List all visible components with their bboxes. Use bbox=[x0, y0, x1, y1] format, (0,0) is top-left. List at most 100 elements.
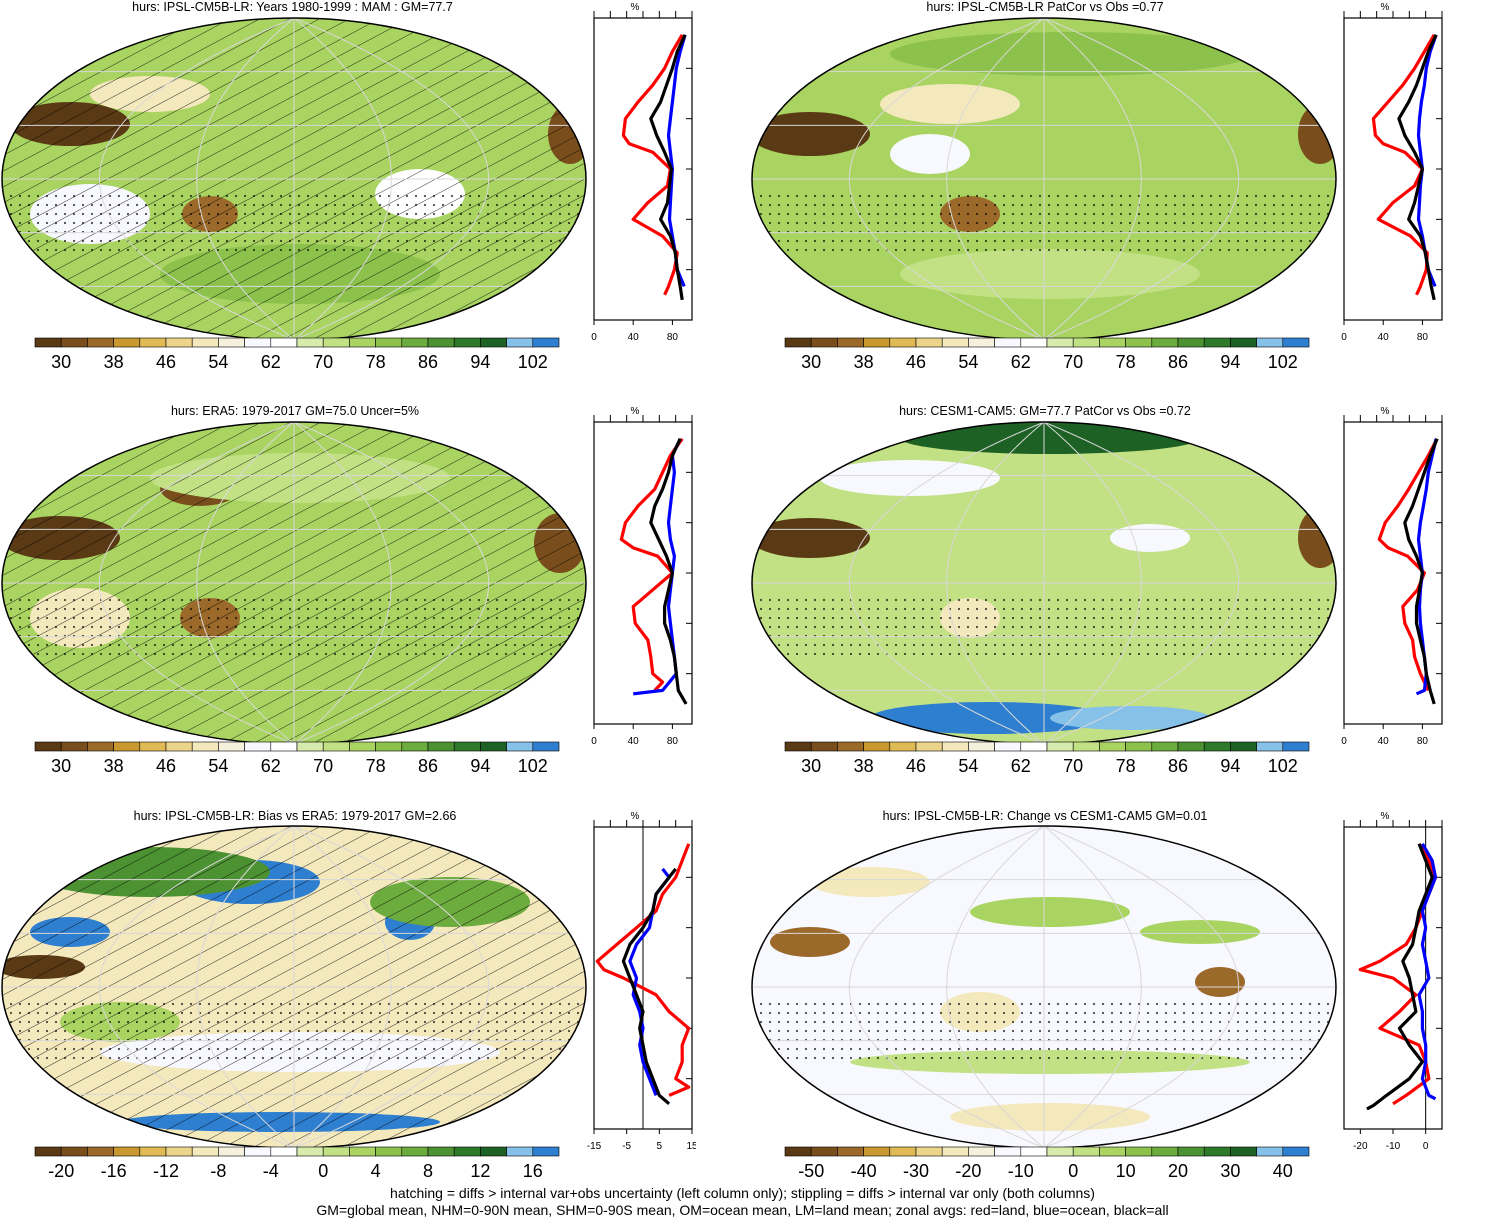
colorbar-swatch bbox=[506, 1146, 534, 1157]
colorbar-swatch bbox=[915, 1146, 943, 1157]
colorbar-tick-label: 78 bbox=[366, 352, 386, 372]
colorbar-tick-label: 4 bbox=[371, 1161, 381, 1181]
colorbar-swatch bbox=[1151, 1146, 1179, 1157]
profile-x-tick-label: 40 bbox=[628, 332, 640, 343]
colorbar-tick-label: 8 bbox=[423, 1161, 433, 1181]
zonal-profile-plot: %0408060N30N030S60S bbox=[1341, 2, 1443, 343]
colorbar-swatch bbox=[453, 1146, 481, 1157]
colorbar-swatch bbox=[375, 1146, 403, 1157]
colorbar-tick-label: 30 bbox=[51, 352, 71, 372]
panel-title: hurs: IPSL-CM5B-LR: Change vs CESM1-CAM5… bbox=[882, 809, 1208, 823]
colorbar-swatch bbox=[1099, 1146, 1126, 1157]
colorbar-tick-label: 70 bbox=[1063, 352, 1083, 372]
colorbar-tick-label: 30 bbox=[1220, 1161, 1240, 1181]
map-region bbox=[880, 84, 1020, 124]
colorbar-tick-label: 54 bbox=[208, 352, 228, 372]
profile-x-tick-label: -10 bbox=[1386, 1141, 1401, 1152]
colorbar-tick-label: 0 bbox=[318, 1161, 328, 1181]
colorbar-swatch bbox=[480, 741, 507, 752]
colorbar-swatch bbox=[322, 1146, 350, 1157]
map-region bbox=[1050, 706, 1210, 730]
profile-x-tick-label: 0 bbox=[1341, 332, 1347, 343]
colorbar-swatch bbox=[270, 741, 298, 752]
colorbar-swatch bbox=[532, 1146, 560, 1157]
colorbar-swatch bbox=[113, 1146, 141, 1157]
colorbar-swatch bbox=[401, 741, 429, 752]
colorbar-tick-label: 46 bbox=[156, 352, 176, 372]
colorbar-tick-label: 20 bbox=[1168, 1161, 1188, 1181]
colorbar-tick-label: 86 bbox=[1168, 756, 1188, 776]
colorbar-swatch bbox=[165, 337, 193, 348]
colorbar-swatch bbox=[889, 741, 917, 752]
colorbar-swatch bbox=[244, 741, 272, 752]
map-region bbox=[820, 460, 1000, 496]
profile-x-tick-label: 80 bbox=[1417, 332, 1429, 343]
colorbar-swatch bbox=[296, 1146, 324, 1157]
colorbar-tick-label: -8 bbox=[210, 1161, 226, 1181]
colorbar-swatch bbox=[349, 1146, 376, 1157]
profile-x-tick-label: 0 bbox=[591, 332, 597, 343]
colorbar-tick-label: 46 bbox=[156, 756, 176, 776]
profile-unit-label: % bbox=[631, 406, 640, 417]
colorbar-swatch bbox=[1099, 337, 1126, 348]
colorbar-swatch bbox=[34, 337, 62, 348]
colorbar-swatch bbox=[1125, 1146, 1153, 1157]
colorbar-swatch bbox=[837, 741, 864, 752]
colorbar-tick-label: 12 bbox=[470, 1161, 490, 1181]
colorbar-tick-label: -50 bbox=[798, 1161, 824, 1181]
colorbar-swatch bbox=[322, 337, 350, 348]
colorbar-swatch bbox=[453, 741, 481, 752]
colorbar-swatch bbox=[1203, 1146, 1231, 1157]
colorbar-tick-label: -20 bbox=[955, 1161, 981, 1181]
profile-line-land bbox=[595, 843, 691, 1097]
colorbar-swatch bbox=[994, 1146, 1022, 1157]
colorbar-tick-label: 38 bbox=[104, 352, 124, 372]
colorbar-swatch bbox=[863, 337, 891, 348]
colorbar-tick-label: 86 bbox=[418, 756, 438, 776]
colorbar-tick-label: -40 bbox=[851, 1161, 877, 1181]
colorbar-tick-label: 62 bbox=[1011, 352, 1031, 372]
colorbar-swatch bbox=[322, 741, 350, 752]
colorbar-swatch bbox=[1125, 337, 1153, 348]
colorbar-swatch bbox=[349, 741, 376, 752]
colorbar-swatch bbox=[1256, 741, 1284, 752]
map bbox=[751, 421, 1337, 745]
zonal-profile-plot: %0408060N30N030S60S bbox=[1341, 406, 1443, 747]
profile-x-tick-label: 40 bbox=[628, 736, 640, 747]
footer-note-abbreviations: GM=global mean, NHM=0-90N mean, SHM=0-90… bbox=[316, 1202, 1169, 1218]
colorbar-swatch bbox=[1203, 741, 1231, 752]
colorbar-swatch bbox=[1099, 741, 1126, 752]
colorbar-swatch bbox=[34, 741, 62, 752]
colorbar-tick-label: 78 bbox=[1116, 756, 1136, 776]
colorbar-swatch bbox=[218, 1146, 245, 1157]
colorbar-swatch bbox=[941, 741, 969, 752]
colorbar-swatch bbox=[349, 337, 376, 348]
colorbar-swatch bbox=[1230, 1146, 1257, 1157]
colorbar-swatch bbox=[427, 741, 455, 752]
colorbar-tick-label: 70 bbox=[313, 756, 333, 776]
colorbar-swatch bbox=[427, 337, 455, 348]
colorbar-swatch bbox=[427, 1146, 455, 1157]
colorbar-swatch bbox=[296, 741, 324, 752]
colorbar: -20-16-12-8-4048121620 bbox=[34, 1146, 560, 1181]
profile-line-all bbox=[1397, 34, 1438, 301]
colorbar-swatch bbox=[87, 741, 114, 752]
map bbox=[751, 825, 1337, 1149]
colorbar-tick-label: 46 bbox=[906, 352, 926, 372]
colorbar-tick-label: 38 bbox=[104, 756, 124, 776]
colorbar-swatch bbox=[1072, 337, 1100, 348]
colorbar-swatch bbox=[1125, 741, 1153, 752]
colorbar-swatch bbox=[1020, 741, 1048, 752]
colorbar-swatch bbox=[837, 1146, 864, 1157]
colorbar-swatch bbox=[480, 1146, 507, 1157]
profile-x-tick-label: 0 bbox=[591, 736, 597, 747]
colorbar-swatch bbox=[270, 1146, 298, 1157]
stippling bbox=[752, 194, 1336, 254]
map bbox=[1, 825, 587, 1149]
colorbar-swatch bbox=[1020, 337, 1048, 348]
colorbar-swatch bbox=[139, 337, 167, 348]
colorbar-swatch bbox=[60, 741, 88, 752]
profile-unit-label: % bbox=[1381, 811, 1390, 822]
map bbox=[1, 421, 587, 745]
panel-title: hurs: IPSL-CM5B-LR: Years 1980-1999 : MA… bbox=[132, 0, 453, 14]
